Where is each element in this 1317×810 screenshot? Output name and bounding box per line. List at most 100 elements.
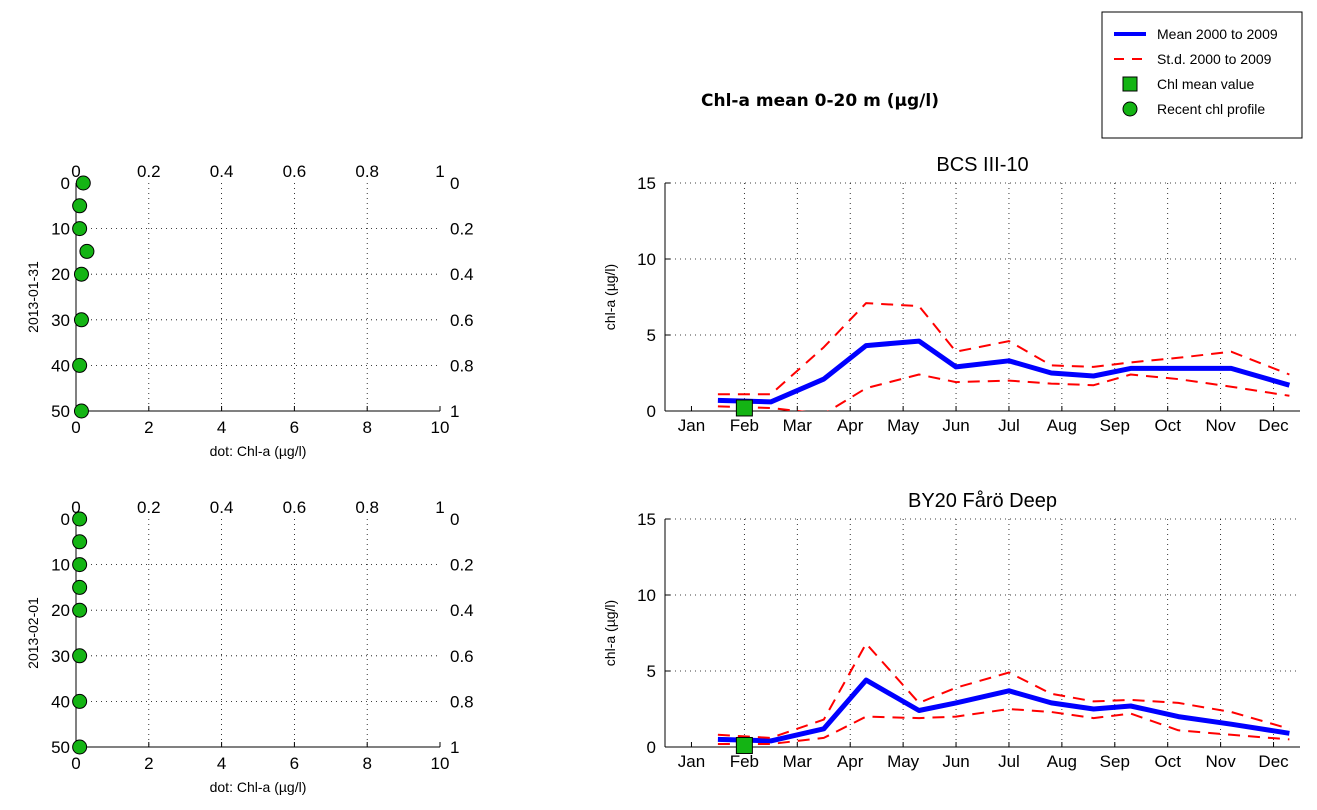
month-label: Feb xyxy=(730,416,759,435)
top-x-tick-label: 0.6 xyxy=(283,498,307,517)
y-tick-label: 0 xyxy=(647,402,656,421)
std-line xyxy=(717,302,1290,396)
profile-point xyxy=(73,312,89,328)
right-y-tick-label: 0.4 xyxy=(450,265,474,284)
y-tick-label: 5 xyxy=(647,662,656,681)
y-tick-label: 40 xyxy=(51,356,70,375)
right-y-tick-label: 0.6 xyxy=(450,311,474,330)
legend-swatch-square xyxy=(1122,76,1138,92)
y-tick-label: 15 xyxy=(637,510,656,529)
y-tick-label: 0 xyxy=(61,174,70,193)
profile-point xyxy=(73,403,89,419)
timeseries-panel-bcs-iii-10: Jan Feb Mar Apr May Jun Jul Aug Sep Oct Nov Dec 0 5 10… xyxy=(602,154,1300,435)
y-tick-label: 10 xyxy=(51,220,70,239)
y-tick-label: 30 xyxy=(51,647,70,666)
month-label: Dec xyxy=(1258,416,1289,435)
profile-point xyxy=(72,693,88,709)
y-axis-label: chl-a (µg/l) xyxy=(602,264,618,330)
x-tick-label: 6 xyxy=(290,418,299,437)
y-tick-label: 0 xyxy=(647,738,656,757)
month-label: Apr xyxy=(837,416,864,435)
x-tick-label: 4 xyxy=(217,418,226,437)
month-label: May xyxy=(887,752,920,771)
legend-swatch-circle xyxy=(1122,101,1138,117)
x-tick-label: 2 xyxy=(144,418,153,437)
right-y-tick-label: 0.2 xyxy=(450,220,474,239)
profile-point xyxy=(72,221,88,237)
top-x-tick-label: 0.4 xyxy=(210,498,234,517)
month-label: Aug xyxy=(1047,416,1077,435)
x-axis-label: dot: Chl-a (µg/l) xyxy=(210,443,307,459)
profile-point xyxy=(72,602,88,618)
y-axis-label: 2013-01-31 xyxy=(25,261,41,333)
y-tick-label: 50 xyxy=(51,402,70,421)
month-label: May xyxy=(887,416,920,435)
right-y-tick-label: 0 xyxy=(450,174,459,193)
top-x-tick-label: 0 xyxy=(71,498,80,517)
legend-label: Mean 2000 to 2009 xyxy=(1157,26,1278,42)
right-y-tick-label: 1 xyxy=(450,402,459,421)
profile-point xyxy=(72,579,88,595)
profile-point xyxy=(73,266,89,282)
top-x-tick-label: 0.8 xyxy=(355,162,379,181)
mean-line xyxy=(717,338,1291,405)
legend-label: Chl mean value xyxy=(1157,76,1254,92)
top-x-tick-label: 0.2 xyxy=(137,498,161,517)
profile-point xyxy=(72,739,88,755)
month-label: Oct xyxy=(1154,416,1181,435)
x-tick-label: 6 xyxy=(290,754,299,773)
profile-point xyxy=(72,198,88,214)
std-line xyxy=(717,373,1290,411)
month-label: Sep xyxy=(1100,416,1130,435)
y-tick-label: 10 xyxy=(51,556,70,575)
profile-point xyxy=(72,648,88,664)
y-tick-label: 40 xyxy=(51,692,70,711)
panel-title: BCS III-10 xyxy=(936,154,1028,176)
month-label: Mar xyxy=(783,416,813,435)
figure-suptitle: Chl-a mean 0-20 m (µg/l) xyxy=(701,91,939,111)
y-tick-label: 0 xyxy=(61,510,70,529)
profile-point xyxy=(75,175,91,191)
top-x-tick-label: 1 xyxy=(435,498,444,517)
y-tick-label: 50 xyxy=(51,738,70,757)
y-tick-label: 20 xyxy=(51,601,70,620)
series-group xyxy=(717,302,1291,411)
x-tick-label: 0 xyxy=(71,418,80,437)
chl-mean-marker xyxy=(735,399,753,417)
profile-point xyxy=(72,357,88,373)
std-line xyxy=(717,708,1290,745)
y-tick-label: 20 xyxy=(51,265,70,284)
month-label: Sep xyxy=(1100,752,1130,771)
x-tick-label: 10 xyxy=(431,754,450,773)
y-axis-label: 2013-02-01 xyxy=(25,597,41,669)
top-x-tick-label: 0.4 xyxy=(210,162,234,181)
x-tick-label: 2 xyxy=(144,754,153,773)
profile-point xyxy=(79,243,95,259)
month-label: Mar xyxy=(783,752,813,771)
top-x-tick-label: 0.8 xyxy=(355,498,379,517)
x-axis-label: dot: Chl-a (µg/l) xyxy=(210,779,307,795)
right-y-tick-label: 0.4 xyxy=(450,601,474,620)
month-label: Jan xyxy=(678,416,705,435)
month-label: Jul xyxy=(998,752,1020,771)
timeseries-panel-by20-faro-deep: Jan Feb Mar Apr May Jun Jul Aug Sep Oct Nov Dec 0 5 10… xyxy=(602,490,1300,771)
chl-mean-marker xyxy=(735,736,753,754)
month-label: Aug xyxy=(1047,752,1077,771)
y-tick-label: 5 xyxy=(647,326,656,345)
month-label: Dec xyxy=(1258,752,1289,771)
month-label: Jun xyxy=(942,416,969,435)
y-tick-label: 10 xyxy=(637,250,656,269)
right-y-tick-label: 0.8 xyxy=(450,692,474,711)
month-label: Jul xyxy=(998,416,1020,435)
month-label: Oct xyxy=(1154,752,1181,771)
y-axis-label: chl-a (µg/l) xyxy=(602,600,618,666)
month-label: Jan xyxy=(678,752,705,771)
x-tick-label: 0 xyxy=(71,754,80,773)
top-x-tick-label: 1 xyxy=(435,162,444,181)
month-label: Nov xyxy=(1206,752,1237,771)
month-label: Jun xyxy=(942,752,969,771)
series-group xyxy=(717,642,1290,745)
x-tick-label: 10 xyxy=(431,418,450,437)
